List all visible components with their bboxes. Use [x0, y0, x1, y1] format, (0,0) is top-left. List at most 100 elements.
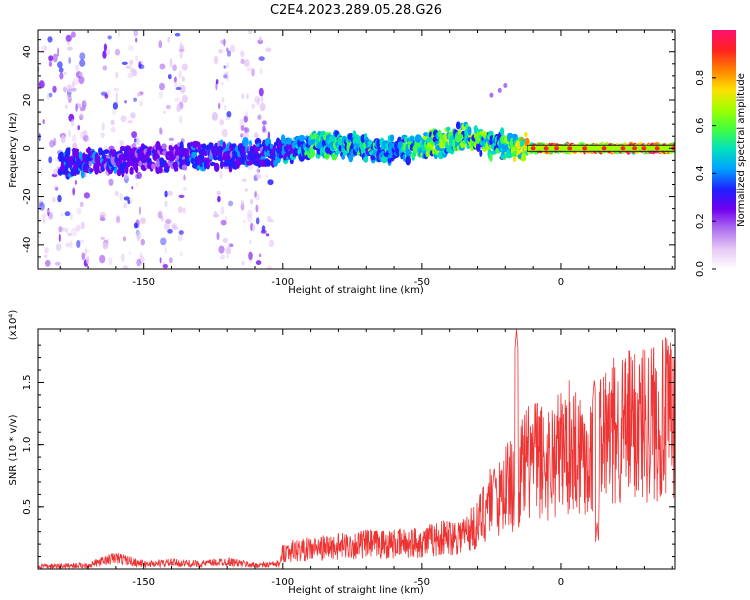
- ridge-blob: [175, 167, 179, 172]
- noise-blob: [260, 94, 264, 103]
- ridge-blob: [409, 136, 415, 143]
- noise-blob: [223, 104, 227, 111]
- noise-blob: [140, 60, 144, 65]
- noise-blob: [243, 220, 246, 224]
- noise-blob: [252, 223, 256, 232]
- noise-blob: [61, 213, 64, 217]
- noise-blob: [222, 237, 228, 243]
- noise-blob: [249, 239, 252, 245]
- ridge-blob: [341, 154, 345, 160]
- ridge-blob: [524, 131, 528, 138]
- noise-blob: [258, 253, 262, 258]
- noise-blob: [110, 119, 115, 126]
- ridge-blob: [191, 151, 198, 159]
- noise-blob: [157, 211, 163, 219]
- noise-blob: [38, 234, 42, 239]
- carrier-band: [527, 145, 675, 151]
- noise-blob: [243, 59, 250, 67]
- noise-blob: [182, 187, 187, 191]
- ridge-blob: [213, 156, 218, 161]
- noise-blob: [86, 249, 90, 253]
- ridge-blob: [129, 169, 134, 175]
- noise-blob: [136, 258, 142, 267]
- noise-blob: [241, 93, 245, 100]
- noise-blob: [133, 222, 138, 229]
- noise-blob: [260, 229, 267, 234]
- noise-blob: [48, 211, 53, 220]
- noise-blob: [64, 104, 68, 109]
- x-tick-label: 0: [558, 277, 564, 288]
- noise-blob: [68, 129, 71, 138]
- noise-blob: [64, 211, 71, 217]
- noise-blob: [72, 142, 78, 150]
- noise-blob: [178, 83, 181, 88]
- sparse-blob: [489, 92, 494, 98]
- ridge-blob: [363, 156, 369, 163]
- noise-blob: [45, 260, 51, 267]
- y-tick-label: 0.5: [22, 499, 33, 515]
- noise-blob: [159, 82, 165, 91]
- snr-axes: -150 -100 -50 0 0.5 1.0 1.5: [22, 328, 676, 588]
- noise-blob: [213, 210, 218, 218]
- noise-blob: [81, 100, 87, 109]
- noise-blob: [240, 125, 245, 131]
- ridge-blob: [311, 148, 316, 158]
- carrier-peak: [632, 146, 638, 151]
- noise-blob: [159, 257, 162, 264]
- noise-blob: [40, 167, 44, 177]
- noise-blob: [52, 196, 56, 203]
- noise-blob: [213, 55, 219, 65]
- noise-blob: [247, 209, 253, 218]
- noise-blob: [124, 100, 128, 104]
- noise-blob: [127, 120, 133, 124]
- noise-blob: [223, 38, 226, 47]
- noise-blob: [53, 168, 58, 175]
- noise-blob: [168, 137, 175, 141]
- noise-blob: [259, 67, 264, 75]
- ridge-blob: [103, 149, 110, 155]
- noise-blob: [135, 182, 139, 187]
- y-tick-label: -40: [22, 237, 33, 253]
- noise-blob: [120, 253, 125, 262]
- noise-blob: [57, 194, 62, 203]
- noise-blob: [123, 202, 127, 209]
- ridge-blob: [264, 159, 272, 167]
- noise-blob: [78, 75, 85, 85]
- colorbar-tick-label: 0.2: [695, 213, 706, 229]
- noise-blob: [223, 65, 226, 69]
- ridge-blob: [67, 147, 71, 152]
- noise-blob: [173, 81, 178, 88]
- spectrogram-heatmap: [38, 30, 675, 269]
- noise-blob: [131, 186, 134, 190]
- ridge-blob: [201, 143, 207, 151]
- noise-blob: [225, 117, 231, 121]
- noise-blob: [255, 217, 260, 225]
- noise-blob: [240, 50, 245, 58]
- noise-blob: [240, 58, 245, 64]
- noise-blob: [254, 193, 260, 201]
- noise-blob: [79, 201, 84, 207]
- noise-blob: [38, 132, 41, 142]
- colorbar-tick-label: 0.6: [695, 118, 706, 134]
- ridge-blob: [286, 137, 293, 145]
- noise-blob: [265, 47, 272, 53]
- y-tick-label: 0: [22, 145, 33, 151]
- noise-blob: [178, 206, 183, 214]
- noise-blob: [176, 104, 181, 113]
- noise-blob: [221, 128, 228, 138]
- noise-blob: [255, 173, 262, 179]
- noise-blob: [217, 195, 221, 203]
- noise-blob: [258, 56, 265, 61]
- noise-blob: [226, 47, 229, 52]
- carrier-peak: [620, 146, 626, 151]
- noise-blob: [256, 167, 259, 174]
- colorbar-label: Normalized spectral amplitude: [736, 73, 747, 227]
- noise-blob: [100, 132, 105, 139]
- noise-blob: [138, 255, 145, 264]
- noise-blob: [178, 194, 185, 198]
- noise-blob: [250, 198, 254, 205]
- noise-blob: [254, 192, 257, 198]
- ridge-blob: [89, 168, 94, 173]
- noise-blob: [42, 217, 46, 224]
- noise-blob: [59, 72, 64, 80]
